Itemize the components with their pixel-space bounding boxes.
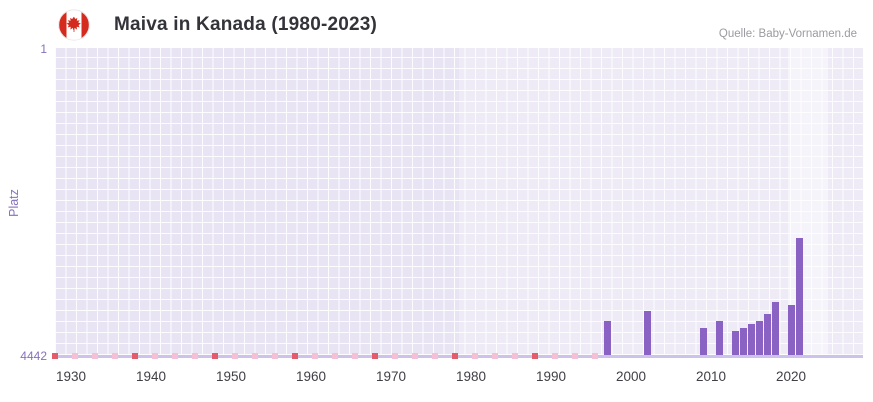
bar-1997[interactable] xyxy=(603,321,611,355)
baseline-marker xyxy=(52,353,58,359)
baseline-marker xyxy=(412,353,418,359)
baseline-marker xyxy=(492,353,498,359)
baseline-marker xyxy=(92,353,98,359)
baseline-marker xyxy=(132,353,138,359)
x-axis-tick-label: 2010 xyxy=(695,369,727,384)
baseline-marker xyxy=(532,353,538,359)
bar-2016[interactable] xyxy=(755,321,763,355)
source-label: Quelle: Baby-Vornamen.de xyxy=(718,28,857,40)
x-axis-tick-label: 1940 xyxy=(135,369,167,384)
bar-2018[interactable] xyxy=(771,302,779,355)
baseline-marker xyxy=(292,353,298,359)
baseline-marker xyxy=(72,353,78,359)
baseline-marker xyxy=(232,353,238,359)
baseline-marker xyxy=(351,353,358,359)
baseline-marker xyxy=(551,353,558,359)
baseline-marker xyxy=(512,353,518,359)
x-axis-tick-label: 1950 xyxy=(215,369,247,384)
bar-2009[interactable] xyxy=(699,327,707,355)
bar-2011[interactable] xyxy=(715,321,723,355)
baseline-marker xyxy=(591,353,598,359)
bar-2014[interactable] xyxy=(739,327,747,355)
x-axis-tick-label: 1990 xyxy=(535,369,567,384)
bar-2002[interactable] xyxy=(643,310,651,355)
baseline-marker xyxy=(112,353,118,359)
baseline-marker xyxy=(472,353,478,359)
y-axis-min-label: 4442 xyxy=(20,349,47,363)
baseline-marker xyxy=(272,353,278,359)
y-axis-title: Platz xyxy=(7,189,21,217)
x-axis-tick-label: 2000 xyxy=(615,369,647,384)
x-axis-tick-label: 1930 xyxy=(55,369,87,384)
x-axis-tick-label: 1960 xyxy=(295,369,327,384)
baseline-marker xyxy=(332,353,338,359)
y-axis-max-label: 1 xyxy=(40,42,47,56)
bar-2020[interactable] xyxy=(787,305,795,355)
baseline-marker xyxy=(172,353,178,359)
canada-flag-icon xyxy=(58,9,90,41)
x-axis: 1930 1940 1950 1960 1970 1980 1990 2000 2010 2020 xyxy=(55,369,863,389)
x-axis-tick-label: 1980 xyxy=(455,369,487,384)
baseline-marker xyxy=(192,353,198,359)
baseline-marker xyxy=(252,353,258,359)
baseline-marker xyxy=(312,353,318,359)
bar-2021[interactable] xyxy=(795,238,803,355)
baseline-marker xyxy=(212,353,218,359)
baseline-marker xyxy=(431,353,438,359)
bar-2013[interactable] xyxy=(731,331,739,355)
bar-2017[interactable] xyxy=(763,314,771,355)
plot-area xyxy=(52,48,863,359)
baseline-marker xyxy=(372,353,378,359)
bar-2015[interactable] xyxy=(747,324,755,355)
baseline-marker xyxy=(152,353,158,359)
x-axis-tick-label: 2020 xyxy=(775,369,807,384)
baseline-marker xyxy=(392,353,398,359)
chart-title: Maiva in Kanada (1980-2023) xyxy=(114,14,378,35)
baseline-marker xyxy=(572,353,578,359)
gridlines xyxy=(55,48,863,355)
baseline-marker xyxy=(452,353,458,359)
x-axis-tick-label: 1970 xyxy=(375,369,407,384)
